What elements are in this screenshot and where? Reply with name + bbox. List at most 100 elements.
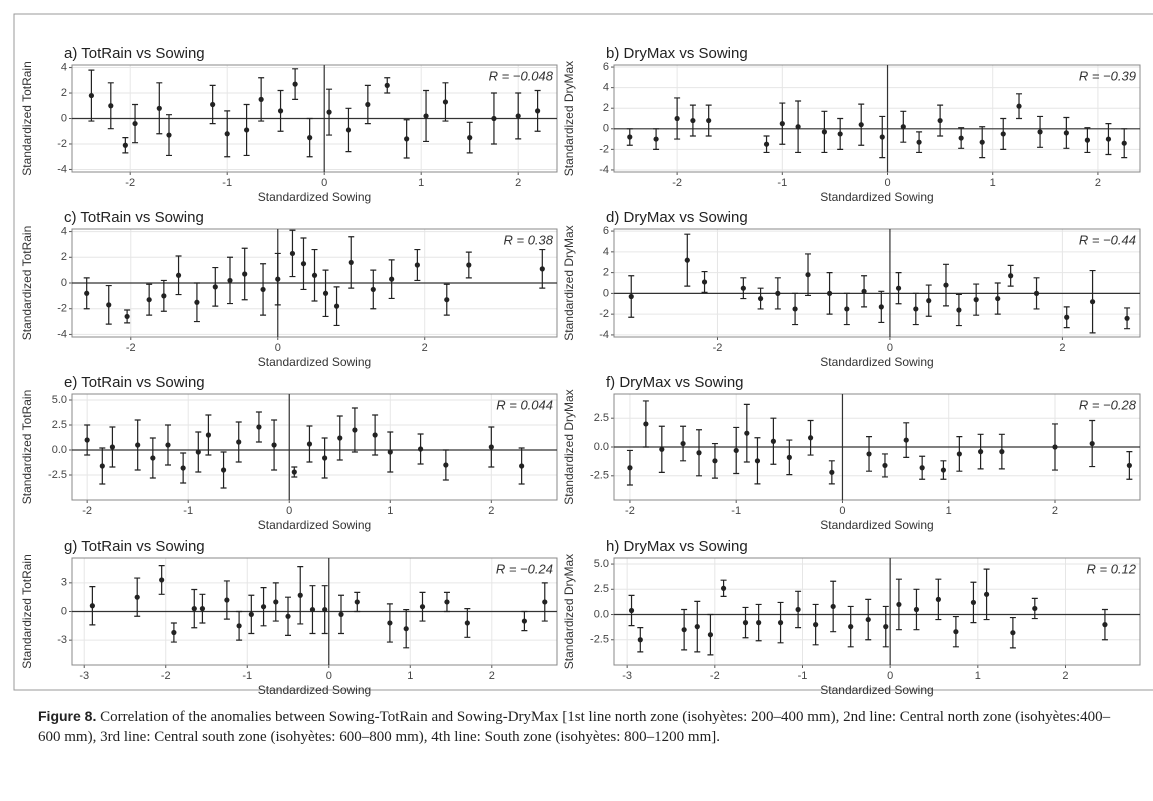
x-tick-label: 1 xyxy=(946,505,952,517)
point xyxy=(212,284,218,290)
point xyxy=(244,127,250,133)
point xyxy=(943,282,949,288)
point xyxy=(935,596,941,602)
point xyxy=(99,463,105,469)
point xyxy=(258,96,264,102)
point xyxy=(742,620,749,626)
point xyxy=(337,435,343,441)
point xyxy=(488,444,494,450)
x-tick-label: -2 xyxy=(713,342,723,354)
point xyxy=(248,611,254,617)
point xyxy=(694,624,700,630)
point xyxy=(707,632,714,638)
x-tick-label: -1 xyxy=(242,670,252,682)
point xyxy=(1126,462,1132,469)
point xyxy=(701,279,708,285)
point xyxy=(770,438,776,444)
y-tick-label: -4 xyxy=(57,163,67,175)
point xyxy=(763,141,770,147)
y-tick-label: 0 xyxy=(61,112,67,124)
annotation: R = 0.12 xyxy=(1086,561,1136,576)
point xyxy=(444,599,450,605)
x-tick-label: -2 xyxy=(625,505,635,517)
point xyxy=(260,286,266,293)
point xyxy=(289,250,296,257)
point xyxy=(913,606,920,613)
x-tick-label: -3 xyxy=(79,670,89,682)
point xyxy=(171,629,177,636)
point xyxy=(786,454,792,460)
point xyxy=(757,295,764,302)
point xyxy=(958,135,964,141)
point xyxy=(848,624,854,630)
point xyxy=(926,298,932,304)
point xyxy=(387,620,393,626)
y-tick-label: -3 xyxy=(57,634,67,646)
x-tick-label: -1 xyxy=(798,670,808,682)
point xyxy=(175,272,182,278)
y-tick-label: 4 xyxy=(603,246,609,258)
plot-background xyxy=(614,229,1140,337)
point xyxy=(659,446,665,452)
point xyxy=(903,437,909,443)
x-tick-label: -2 xyxy=(672,177,682,189)
annotation: R = 0.38 xyxy=(503,232,553,247)
x-axis-label: Standardized Sowing xyxy=(820,518,933,532)
point xyxy=(370,286,376,293)
chart-title: e) TotRain vs Sowing xyxy=(64,374,205,391)
point xyxy=(227,277,233,284)
y-axis-label: Standardized TotRain xyxy=(20,226,34,341)
y-axis-label: Standardized TotRain xyxy=(20,390,34,505)
point xyxy=(423,113,429,119)
point xyxy=(995,295,1001,302)
y-tick-label: 2 xyxy=(61,87,67,99)
x-axis-label: Standardized Sowing xyxy=(258,190,371,204)
point xyxy=(978,449,984,455)
y-tick-label: 0.0 xyxy=(594,441,609,453)
point xyxy=(999,449,1005,455)
plot-border xyxy=(613,64,1141,173)
point xyxy=(1032,605,1038,612)
annotation: R = −0.24 xyxy=(496,561,553,576)
y-axis-label: Standardized TotRain xyxy=(20,554,34,669)
point xyxy=(442,99,449,105)
point xyxy=(108,103,114,109)
y-tick-label: -2 xyxy=(599,308,609,320)
point xyxy=(979,139,985,145)
point xyxy=(352,427,358,433)
point xyxy=(627,465,633,471)
x-tick-label: 1 xyxy=(387,505,393,517)
point xyxy=(132,120,138,127)
y-tick-label: 4 xyxy=(603,82,609,94)
point xyxy=(792,306,798,312)
x-tick-label: 2 xyxy=(1095,177,1101,189)
point xyxy=(795,606,801,613)
point xyxy=(191,606,197,612)
x-tick-label: 0 xyxy=(321,177,327,189)
y-tick-label: 2 xyxy=(61,251,67,263)
point xyxy=(637,637,643,643)
point xyxy=(674,115,680,122)
point xyxy=(348,259,354,266)
x-axis-label: Standardized Sowing xyxy=(820,683,933,697)
x-tick-label: -3 xyxy=(622,670,632,682)
x-tick-label: 2 xyxy=(515,177,521,189)
chart-title: d) DryMax vs Sowing xyxy=(606,209,748,226)
point xyxy=(1063,130,1069,136)
point xyxy=(756,620,762,626)
point xyxy=(354,599,360,605)
y-tick-label: -2.5 xyxy=(590,634,609,646)
point xyxy=(195,449,201,455)
point xyxy=(866,451,872,457)
x-tick-label: 0 xyxy=(326,670,332,682)
y-tick-label: -2 xyxy=(57,138,67,150)
point xyxy=(165,442,171,448)
point xyxy=(900,124,906,130)
y-axis-label: Standardized DryMax xyxy=(562,225,576,340)
point xyxy=(205,432,212,438)
point xyxy=(779,121,785,127)
y-axis-label: Standardized DryMax xyxy=(562,61,576,176)
point xyxy=(88,92,94,99)
point xyxy=(1105,136,1112,142)
x-tick-label: -1 xyxy=(183,505,193,517)
